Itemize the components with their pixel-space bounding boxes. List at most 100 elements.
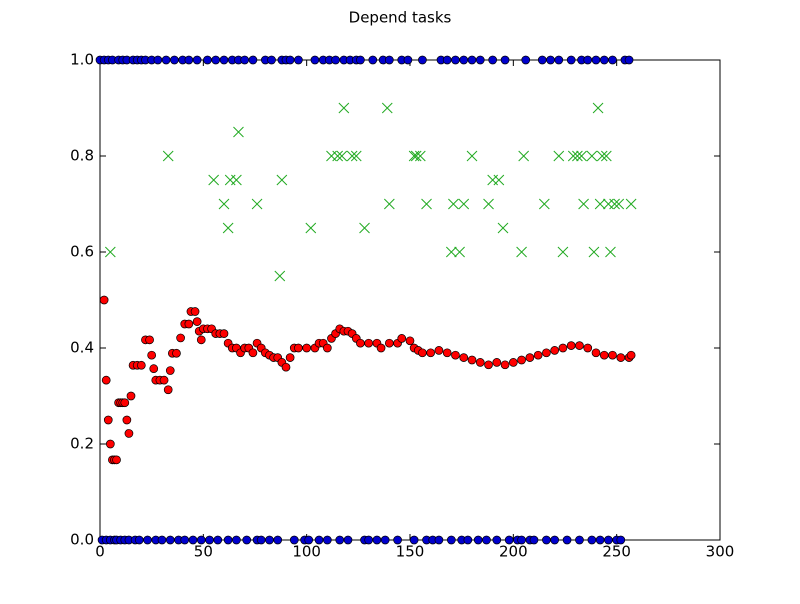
dot [101,375,111,385]
x-marker [274,270,286,282]
dot [426,348,436,358]
x-marker [538,198,550,210]
x-marker [162,150,174,162]
dot [343,535,353,545]
dot [196,535,206,545]
x-marker [600,150,612,162]
dot [482,535,491,545]
dot [418,55,427,65]
x-marker [222,222,234,234]
dot [165,535,175,545]
dot [500,55,510,65]
dot [608,350,617,360]
dot [459,55,469,65]
dot [473,535,483,545]
dot [294,55,303,65]
dot [219,55,229,65]
x-tick-label: 200 [499,543,528,561]
dot [599,55,609,65]
dot [393,535,402,545]
dot [492,358,502,367]
dot [446,535,456,545]
dot [475,358,485,367]
dot [484,360,493,370]
y-tick-label: 0.6 [70,243,94,261]
dot [124,429,134,438]
x-marker [493,174,505,186]
x-marker [445,246,457,258]
dot [126,391,136,401]
dot [616,535,626,545]
dot [583,343,593,353]
x-tick-label: 250 [602,543,631,561]
dot [550,535,560,545]
dot [172,348,181,358]
x-marker [594,198,606,210]
dot [550,346,560,355]
dot [157,535,167,545]
dot [184,55,194,65]
x-marker [557,246,569,258]
x-marker [346,150,358,162]
dot [240,55,250,65]
y-tick-label: 0.8 [70,147,94,165]
dot [533,350,543,360]
x-marker [410,150,422,162]
x-marker [458,198,470,210]
x-marker [576,150,587,162]
dot [434,346,444,355]
dot [248,55,258,65]
dot [190,307,200,316]
dot [149,364,159,373]
x-marker [613,198,625,210]
x-marker [218,198,230,210]
dot [459,353,469,362]
y-tick-label: 0.4 [70,339,94,357]
dot [434,535,444,545]
dot [120,398,130,408]
dot [163,385,173,395]
dot [608,55,617,65]
dot [203,55,212,65]
x-marker [592,102,604,114]
dot [591,348,601,358]
dot [136,360,146,370]
x-marker [332,150,344,162]
x-marker [609,198,620,210]
x-marker [466,150,478,162]
dot [273,535,283,545]
dot [265,535,274,545]
dot [211,55,221,65]
y-tick-label: 0.0 [70,531,94,549]
dot [112,455,121,465]
dot [322,343,332,353]
x-marker [359,222,370,234]
x-marker [231,174,242,186]
x-marker [383,198,395,210]
dot [380,535,390,545]
dot [397,334,407,343]
dot [161,55,171,65]
dot [409,535,419,545]
dot [196,335,206,345]
dot [521,55,531,65]
dot [368,55,378,65]
dot [558,343,568,353]
x-marker [421,198,432,210]
x-marker [251,198,263,210]
dot [188,535,198,545]
x-marker [336,150,348,162]
dot [604,535,613,545]
x-marker [233,126,244,138]
dot [583,55,593,65]
x-marker [381,102,393,114]
dot [376,343,386,353]
x-marker [483,198,494,210]
x-marker [414,150,426,162]
dot [626,350,636,360]
dot [529,535,539,545]
dot [525,353,535,362]
dot [554,55,564,65]
x-marker [586,150,598,162]
